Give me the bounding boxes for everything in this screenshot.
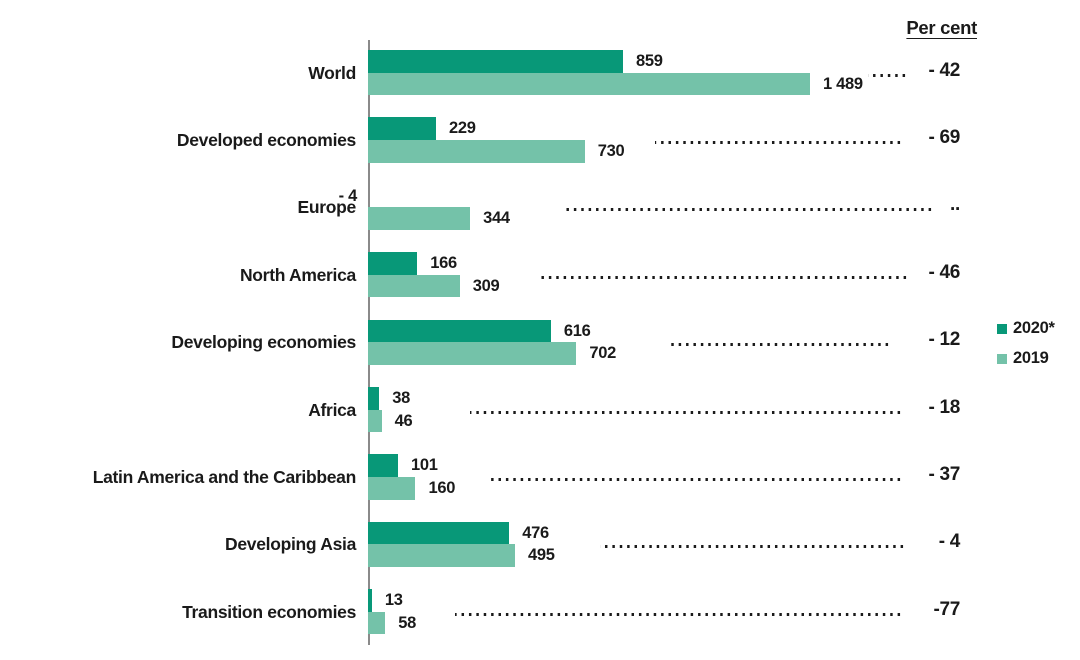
leader-dots — [455, 612, 905, 616]
category-label: World — [308, 62, 356, 83]
bar-2019 — [368, 477, 416, 500]
percent-change-value: - 37 — [928, 464, 960, 485]
chart-legend: 2020* 2019 — [997, 320, 1055, 380]
percent-change-value: - 42 — [928, 59, 960, 81]
bar-2020 — [368, 387, 380, 410]
value-label-2019: 309 — [472, 276, 500, 295]
value-label-2019: 344 — [483, 209, 510, 228]
percent-change-value: - 46 — [928, 261, 960, 283]
category-label: Africa — [308, 399, 356, 420]
bar-2019 — [368, 274, 460, 298]
value-label-2019: 702 — [589, 344, 617, 363]
legend-label-2019: 2019 — [1013, 349, 1049, 367]
value-label-2020: 229 — [448, 119, 476, 138]
leader-dots — [600, 545, 908, 549]
bar-2020 — [368, 589, 372, 612]
value-label-2019: 495 — [527, 546, 555, 565]
percent-change-value: - 69 — [928, 127, 960, 148]
bar-2020 — [368, 521, 510, 545]
category-label: Latin America and the Caribbean — [92, 467, 357, 487]
leader-dots — [655, 141, 905, 144]
value-label-2020: 101 — [410, 456, 438, 475]
percent-change-value: .. — [950, 194, 960, 216]
percent-change-value: - 12 — [928, 329, 960, 351]
value-label-2019: 1 489 — [823, 74, 863, 93]
category-label: Europe — [297, 197, 357, 218]
value-label-2019: 58 — [398, 613, 416, 632]
bar-2019 — [368, 544, 515, 567]
leader-dots — [868, 73, 910, 77]
legend-swatch-2019-icon — [997, 353, 1007, 364]
bar-2019 — [368, 72, 810, 96]
percent-change-value: -77 — [933, 598, 960, 620]
category-label: North America — [239, 264, 356, 285]
value-label-2020: 476 — [522, 523, 549, 542]
category-label: Transition economies — [182, 601, 356, 622]
category-label: Developing economies — [171, 332, 356, 353]
value-label-2020: 38 — [392, 389, 411, 407]
value-label-2019: 730 — [597, 142, 625, 160]
value-label-2020: - 4 — [338, 186, 358, 205]
bar-2019 — [368, 342, 577, 365]
value-label-2019: 160 — [428, 479, 456, 497]
value-label-2020: 859 — [635, 52, 663, 70]
leader-dots — [540, 275, 911, 279]
bar-2020 — [368, 454, 398, 477]
legend-item-2020: 2020* — [997, 320, 1055, 337]
legend-swatch-2020-icon — [997, 323, 1007, 334]
percent-change-value: - 18 — [928, 396, 960, 418]
legend-item-2019: 2019 — [997, 350, 1055, 367]
bar-2019 — [368, 611, 386, 635]
legend-label-2020: 2020* — [1013, 319, 1055, 337]
bar-2019 — [368, 207, 471, 230]
leader-dots — [668, 343, 893, 347]
bar-2020 — [368, 252, 418, 275]
leader-dots — [565, 208, 936, 212]
percent-column-header: Per cent — [906, 17, 977, 38]
value-label-2020: 616 — [563, 321, 591, 340]
leader-dots — [470, 410, 905, 414]
category-label: Developed economies — [176, 130, 356, 150]
category-label: Developing Asia — [225, 534, 356, 555]
value-label-2020: 166 — [430, 254, 457, 273]
bar-2019 — [368, 409, 382, 433]
bar-2019 — [368, 140, 585, 163]
value-label-2020: 13 — [384, 591, 403, 610]
percent-change-value: - 4 — [938, 531, 961, 553]
value-label-2019: 46 — [394, 411, 413, 430]
bar-2020 — [368, 50, 623, 73]
leader-dots — [487, 478, 905, 481]
bar-2020 — [368, 117, 436, 140]
bar-2020 — [368, 319, 551, 343]
